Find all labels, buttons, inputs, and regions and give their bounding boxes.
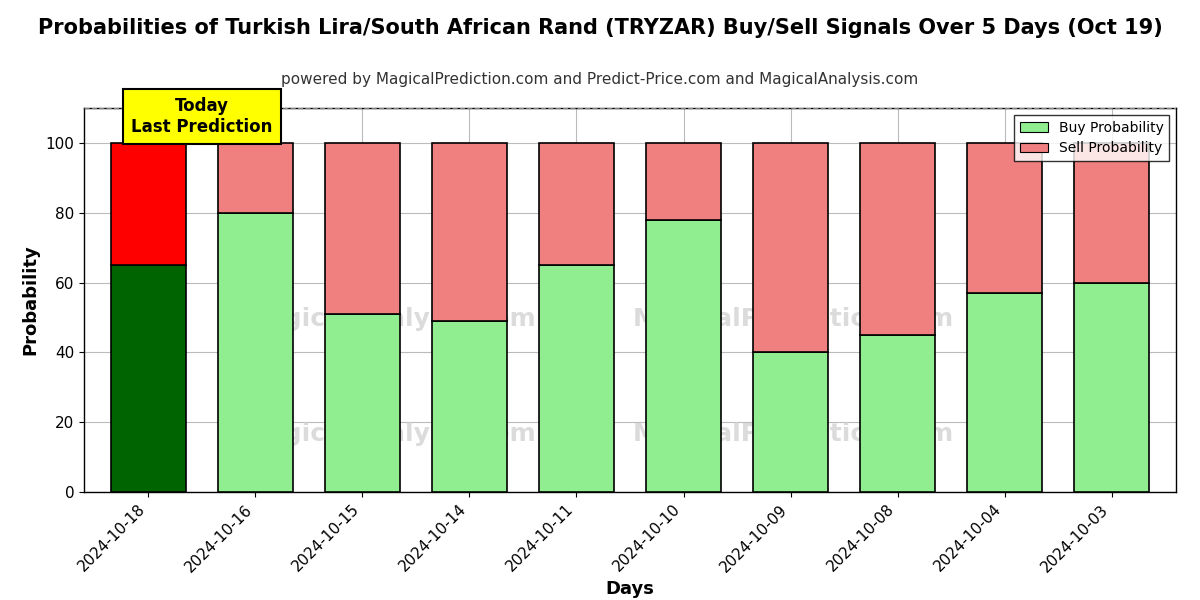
Legend: Buy Probability, Sell Probability: Buy Probability, Sell Probability xyxy=(1014,115,1169,161)
X-axis label: Days: Days xyxy=(606,580,654,598)
Bar xyxy=(539,143,614,265)
Bar xyxy=(432,143,506,321)
Text: MagicalPrediction.com: MagicalPrediction.com xyxy=(634,422,954,446)
Bar xyxy=(325,143,400,314)
Bar xyxy=(967,143,1042,293)
Bar xyxy=(110,265,186,492)
Bar xyxy=(754,352,828,492)
Bar xyxy=(754,143,828,352)
Bar xyxy=(1074,283,1150,492)
Bar xyxy=(646,220,721,492)
Bar xyxy=(646,143,721,220)
Bar xyxy=(325,314,400,492)
Bar xyxy=(860,335,935,492)
Text: MagicalAnalysis.com: MagicalAnalysis.com xyxy=(242,422,536,446)
Bar xyxy=(218,213,293,492)
Bar xyxy=(1074,143,1150,283)
Text: Today
Last Prediction: Today Last Prediction xyxy=(131,97,272,136)
Y-axis label: Probability: Probability xyxy=(22,245,40,355)
Text: MagicalAnalysis.com: MagicalAnalysis.com xyxy=(242,307,536,331)
Bar xyxy=(432,321,506,492)
Bar xyxy=(110,143,186,265)
Bar xyxy=(539,265,614,492)
Text: MagicalPrediction.com: MagicalPrediction.com xyxy=(634,307,954,331)
Text: powered by MagicalPrediction.com and Predict-Price.com and MagicalAnalysis.com: powered by MagicalPrediction.com and Pre… xyxy=(281,72,919,87)
Bar xyxy=(218,143,293,213)
Text: Probabilities of Turkish Lira/South African Rand (TRYZAR) Buy/Sell Signals Over : Probabilities of Turkish Lira/South Afri… xyxy=(37,18,1163,38)
Bar xyxy=(967,293,1042,492)
Bar xyxy=(860,143,935,335)
